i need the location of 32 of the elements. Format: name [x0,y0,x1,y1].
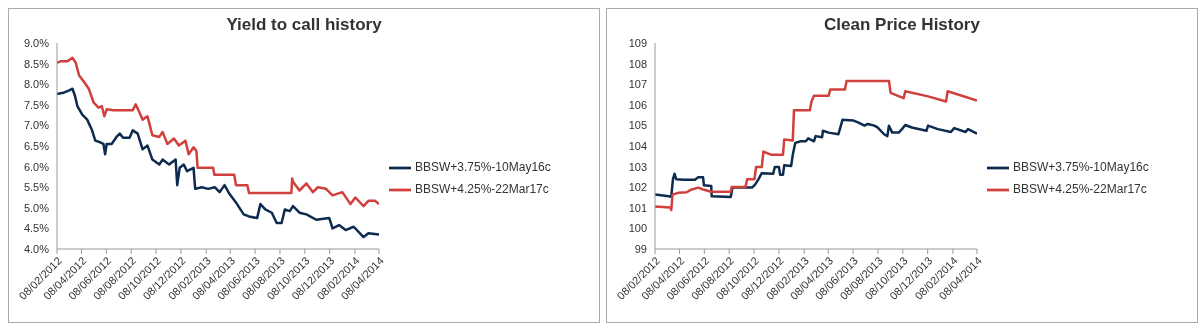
y-tick-label: 4.0% [23,242,50,255]
y-tick-label: 5.0% [23,201,50,214]
line-series [655,118,977,199]
y-tick-label: 7.5% [23,98,50,111]
y-tick-label: 104 [628,139,647,152]
legend-label: BBSW+4.25%-22Mar17c [1013,182,1147,197]
y-tick-label: 9.0% [23,36,50,49]
legend-label: BBSW+4.25%-22Mar17c [415,182,549,197]
y-tick-label: 5.5% [23,181,50,194]
y-tick-label: 8.5% [23,57,50,70]
y-tick-label: 99 [634,242,647,255]
line-series [655,79,977,212]
y-tick-label: 105 [628,119,647,132]
line-series [57,56,379,208]
y-tick-label: 102 [628,181,647,194]
y-tick-label: 6.0% [23,160,50,173]
chart-title: Clean Price History [823,15,981,36]
y-tick-label: 6.5% [23,139,50,152]
legend-label: BBSW+3.75%-10May16c [415,160,551,175]
line-series [57,87,379,239]
y-tick-label: 108 [628,57,647,70]
legend-label: BBSW+3.75%-10May16c [1013,160,1149,175]
y-tick-label: 8.0% [23,78,50,91]
y-tick-label: 107 [628,78,647,91]
y-tick-label: 100 [628,222,647,235]
chart-title: Yield to call history [225,15,383,36]
y-tick-label: 109 [628,36,647,49]
y-tick-label: 101 [628,201,647,214]
y-tick-label: 7.0% [23,119,50,132]
y-tick-label: 4.5% [23,222,50,235]
y-tick-label: 103 [628,160,647,173]
y-tick-label: 106 [628,98,647,111]
